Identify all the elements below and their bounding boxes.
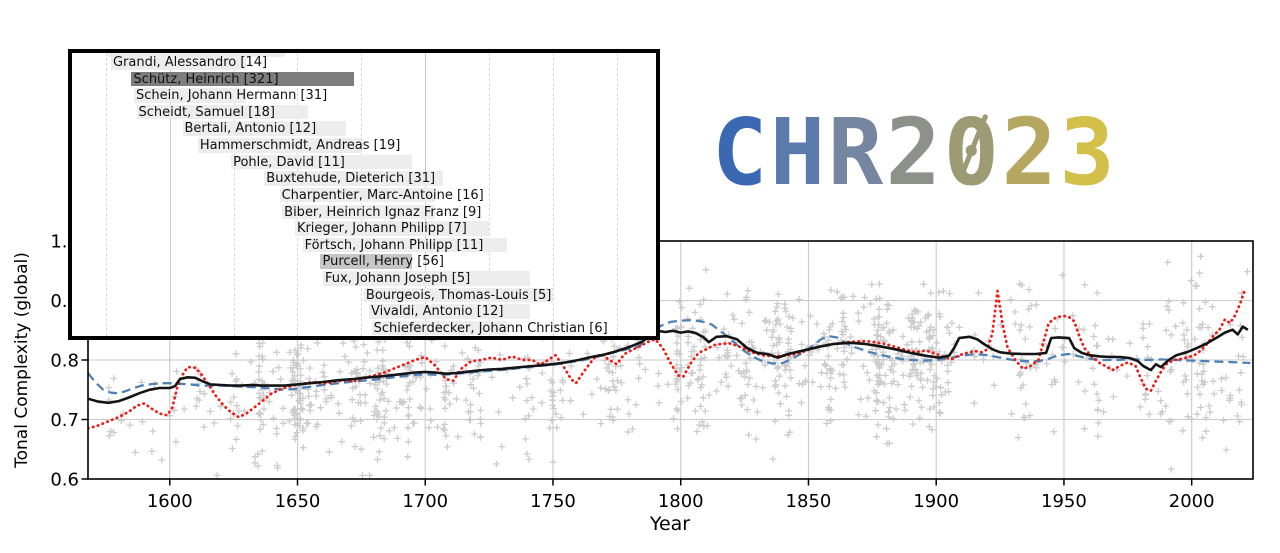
plot-data	[88, 252, 1251, 479]
composer-row[interactable]: Biber, Heinrich Ignaz Franz [9]	[72, 204, 656, 221]
composer-row[interactable]: Scheidt, Samuel [18]	[72, 104, 656, 121]
x-tick-label: 1900	[913, 491, 959, 512]
lifespan-bar	[131, 71, 354, 87]
tooltip-grid-line	[169, 53, 171, 336]
composer-label: Charpentier, Marc-Antoine [16]	[281, 187, 484, 203]
lifespan-bar	[108, 53, 285, 57]
series-solid-line	[88, 325, 1249, 405]
composer-tooltip: Grandi, Alessandro [14] Schütz, Heinrich …	[68, 49, 660, 340]
composer-label: Scheidt, Samuel [18]	[138, 104, 275, 120]
x-tick-label: 1750	[530, 491, 576, 512]
composer-label: Hammerschmidt, Andreas [19]	[199, 138, 401, 154]
composer-row[interactable]: Purcell, Henry [56]	[72, 254, 656, 270]
lifespan-bar	[294, 221, 490, 236]
composer-label: Schein, Johann Hermann [31]	[135, 88, 328, 104]
lifespan-bar	[371, 320, 507, 336]
composer-label: Biber, Heinrich Ignaz Franz [9]	[284, 204, 482, 220]
lifespan-bar	[302, 237, 507, 253]
composer-row[interactable]: Schütz, Heinrich [321]	[72, 71, 656, 88]
tooltip-grid-line	[105, 53, 107, 336]
composer-label: Schütz, Heinrich [321]	[133, 71, 279, 87]
tooltip-grid-line	[489, 53, 491, 336]
lifespan-bar	[323, 271, 530, 286]
x-tick-label: 1950	[1041, 491, 1087, 512]
composer-label: Pohle, David [11]	[233, 154, 345, 170]
composer-label: Purcell, Henry [56]	[322, 254, 444, 270]
tooltip-grid-line	[233, 53, 235, 336]
composer-row[interactable]	[72, 53, 656, 58]
logo-char: C	[712, 99, 770, 206]
composer-row[interactable]: Pohle, David [11]	[72, 154, 656, 171]
composer-label: Fux, Johann Joseph [5]	[325, 271, 471, 287]
composer-label: Vivaldi, Antonio [12]	[371, 304, 504, 320]
composer-row[interactable]: Buxtehude, Dieterich [31]	[72, 171, 656, 187]
lifespan-bar	[320, 254, 413, 269]
lifespan-bar	[231, 154, 413, 170]
composer-row[interactable]: Hammerschmidt, Andreas [19]	[72, 138, 656, 154]
composer-row[interactable]: Bertali, Antonio [12]	[72, 121, 656, 137]
logo-char: 2	[885, 99, 944, 206]
tooltip-grid-line	[616, 53, 618, 336]
composer-label: Schieferdecker, Johann Christian [6]	[373, 320, 608, 336]
composer-label: Buxtehude, Dieterich [31]	[266, 171, 436, 187]
logo-char: 0	[944, 107, 1002, 199]
x-axis-label: Year	[649, 513, 690, 535]
lifespan-bar	[110, 55, 247, 70]
y-tick-label: 0.6	[50, 470, 79, 491]
logo-char: 3	[1059, 99, 1118, 206]
chr2023-logo: CHR2023	[712, 107, 1117, 199]
y-axis-label: Tonal Complexity (global)	[12, 252, 32, 469]
scatter-points	[105, 252, 1251, 479]
slashed-zero-stroke	[957, 113, 988, 180]
x-tick-label: 2000	[1169, 491, 1215, 512]
composer-label: Krieger, Johann Philipp [7]	[296, 221, 467, 237]
x-tick-label: 1600	[147, 491, 193, 512]
composer-label: Bourgeois, Thomas-Louis [5]	[365, 287, 552, 303]
tooltip-grid-line	[552, 53, 554, 336]
composer-row[interactable]: Krieger, Johann Philipp [7]	[72, 221, 656, 237]
lifespan-bar	[264, 171, 444, 186]
composer-row[interactable]: Grandi, Alessandro [14]	[72, 55, 656, 71]
lifespan-bar	[182, 121, 347, 136]
x-tick-label: 1650	[275, 491, 321, 512]
composer-label: Grandi, Alessandro [14]	[112, 55, 268, 70]
axis-ticks: 1600 1650 1700 1750 1800 1850 1900 1950 2000 0.6 0…	[50, 232, 1214, 513]
composer-label: Bertali, Antonio [12]	[184, 121, 317, 137]
lifespan-bar	[136, 104, 308, 120]
y-tick-label: 0.8	[50, 351, 79, 372]
lifespan-bar	[279, 187, 436, 203]
lifespan-bar	[133, 88, 247, 103]
composer-row[interactable]: Schein, Johann Hermann [31]	[72, 88, 656, 104]
logo-char: 2	[1001, 99, 1060, 206]
composer-row[interactable]: Bourgeois, Thomas-Louis [5]	[72, 287, 656, 304]
lifespan-bar	[369, 304, 530, 319]
lifespan-bar	[363, 287, 553, 303]
composer-row[interactable]: Fux, Johann Joseph [5]	[72, 271, 656, 287]
x-tick-label: 1850	[786, 491, 832, 512]
x-tick-label: 1800	[658, 491, 704, 512]
composer-row[interactable]: Schieferdecker, Johann Christian [6]	[72, 320, 656, 336]
logo-char: H	[769, 99, 828, 206]
lifespan-bar	[282, 204, 436, 220]
logo-char: R	[827, 99, 886, 206]
x-tick-label: 1700	[402, 491, 448, 512]
composer-row[interactable]: Charpentier, Marc-Antoine [16]	[72, 187, 656, 204]
lifespan-bar	[197, 138, 362, 153]
y-tick-label: 0.7	[50, 410, 79, 431]
composer-label: Förtsch, Johann Philipp [11]	[304, 237, 484, 253]
composer-row[interactable]: Vivaldi, Antonio [12]	[72, 304, 656, 320]
composer-row[interactable]: Förtsch, Johann Philipp [11]	[72, 237, 656, 254]
